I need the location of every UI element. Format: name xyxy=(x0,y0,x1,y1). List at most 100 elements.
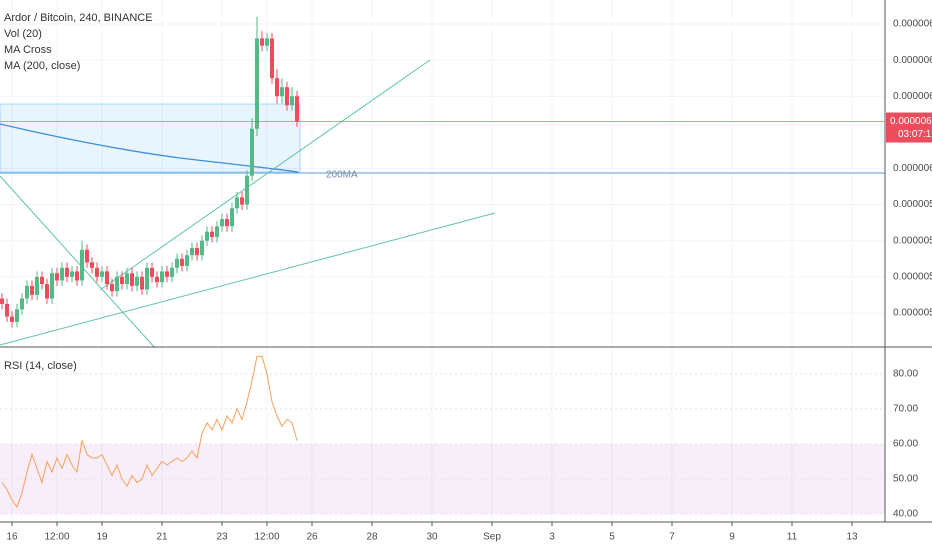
candle-body xyxy=(110,284,114,292)
candle-body xyxy=(90,262,94,268)
candle-body xyxy=(280,87,284,97)
legend-entry: MA (200, close) xyxy=(4,60,80,72)
candle-body xyxy=(5,303,9,317)
candle-body xyxy=(115,276,119,292)
candle-body xyxy=(95,267,99,277)
x-tick-label: 19 xyxy=(96,532,108,543)
candle-body xyxy=(70,271,74,277)
candle-body xyxy=(250,128,254,176)
x-tick-label: 12:00 xyxy=(44,532,69,543)
y-tick-label: 0.00000600 xyxy=(893,163,932,174)
y-tick-label: 0.00000560 xyxy=(893,235,932,246)
candle-body xyxy=(225,219,229,227)
trend-line xyxy=(0,212,496,346)
grid xyxy=(0,0,885,522)
candle-body xyxy=(235,197,239,209)
chart-title: Ardor / Bitcoin, 240, BINANCE xyxy=(4,12,153,24)
y-tick-label: 70.00 xyxy=(893,404,918,415)
candle-body xyxy=(255,38,259,129)
annotation: 200MA xyxy=(326,170,358,181)
y-tick-label: 40.00 xyxy=(893,509,918,520)
candle-body xyxy=(260,38,264,46)
candle-body xyxy=(150,267,154,277)
x-tick-label: 30 xyxy=(426,532,438,543)
candle-body xyxy=(135,276,139,286)
rsi-band xyxy=(0,443,885,515)
candle-body xyxy=(175,258,179,268)
x-tick-label: 23 xyxy=(216,532,228,543)
x-tick-label: 7 xyxy=(669,532,675,543)
candle-body xyxy=(130,273,134,286)
candle-body xyxy=(120,276,124,285)
y-tick-label: 80.00 xyxy=(893,369,918,380)
x-tick-label: Sep xyxy=(483,532,501,543)
candle-body xyxy=(140,276,144,290)
y-tick-label: 0.00000580 xyxy=(893,199,932,210)
y-tick-label: 0.00000680 xyxy=(893,19,932,30)
candle-body xyxy=(190,247,194,256)
candle-body xyxy=(10,316,14,322)
candle-body xyxy=(245,175,249,205)
price-label-box xyxy=(886,112,932,143)
candle-body xyxy=(270,38,274,79)
x-tick-label: 9 xyxy=(729,532,735,543)
trend-line xyxy=(99,59,431,291)
candle-body xyxy=(200,240,204,256)
candle-body xyxy=(60,267,64,281)
x-tick-label: 16 xyxy=(6,532,18,543)
candle-body xyxy=(240,197,244,205)
ma-200 xyxy=(0,123,299,173)
candle-body xyxy=(30,285,34,295)
x-tick-label: 3 xyxy=(549,532,555,543)
candle-body xyxy=(145,267,149,290)
candle-body xyxy=(75,271,79,281)
candle-body xyxy=(205,231,209,241)
candle-body xyxy=(285,87,289,106)
y-tick-label: 0.00000660 xyxy=(893,55,932,66)
candle-body xyxy=(185,255,189,267)
candle-body xyxy=(210,231,214,238)
x-tick-label: 12:00 xyxy=(254,532,279,543)
candle-body xyxy=(215,226,219,238)
x-tick-label: 28 xyxy=(366,532,378,543)
rsi-line xyxy=(1,355,298,509)
candle-body xyxy=(65,267,69,277)
y-tick-label: 0.00000520 xyxy=(893,308,932,319)
candle-body xyxy=(195,247,199,256)
y-tick-label: 60.00 xyxy=(893,439,918,450)
last-price-label: 0.00000626 xyxy=(890,116,932,127)
x-tick-label: 21 xyxy=(156,532,168,543)
candle-body xyxy=(290,96,294,106)
candle-body xyxy=(165,271,169,277)
candle-body xyxy=(85,249,89,263)
x-tick-label: 11 xyxy=(787,532,798,543)
candle-body xyxy=(160,271,164,283)
y-tick-label: 0.00000640 xyxy=(893,91,932,102)
candle-body xyxy=(0,298,4,304)
candle-body xyxy=(35,276,39,295)
candle-body xyxy=(295,96,299,122)
candle-body xyxy=(230,208,234,227)
candle-body xyxy=(275,78,279,97)
x-tick-label: 13 xyxy=(846,532,858,543)
candle-body xyxy=(50,273,54,299)
candle-body xyxy=(40,276,44,285)
candle-body xyxy=(170,267,174,277)
candle-body xyxy=(15,309,19,322)
candle-body xyxy=(220,219,224,227)
y-tick-label: 0.00000540 xyxy=(893,271,932,282)
trend-line xyxy=(0,175,156,349)
candle-body xyxy=(105,271,109,285)
candle-body xyxy=(55,273,59,281)
candle-body xyxy=(20,298,24,310)
candle-body xyxy=(125,273,129,285)
y-tick-label: 50.00 xyxy=(893,474,918,485)
candle-body xyxy=(155,276,159,283)
rsi-title: RSI (14, close) xyxy=(4,360,77,372)
countdown: 03:07:19 xyxy=(898,129,932,140)
candle-body xyxy=(265,38,269,46)
legend-entry: MA Cross xyxy=(4,44,52,56)
candle-body xyxy=(100,271,104,277)
